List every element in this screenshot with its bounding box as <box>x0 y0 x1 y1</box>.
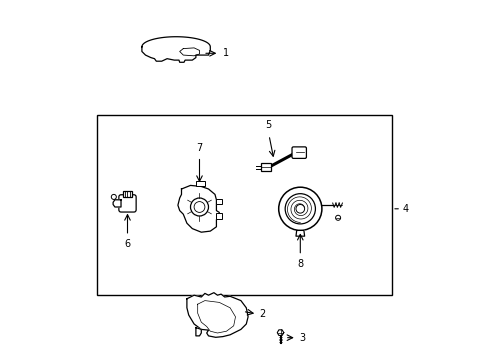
Polygon shape <box>178 185 219 232</box>
Circle shape <box>278 187 321 230</box>
FancyBboxPatch shape <box>291 147 306 158</box>
Polygon shape <box>295 230 304 236</box>
Bar <box>261 163 270 171</box>
Polygon shape <box>196 328 201 336</box>
Polygon shape <box>277 330 283 336</box>
Circle shape <box>335 215 340 220</box>
Text: 8: 8 <box>297 259 303 269</box>
Text: 4: 4 <box>401 204 407 214</box>
Polygon shape <box>142 37 210 62</box>
Polygon shape <box>186 293 247 337</box>
Text: 3: 3 <box>299 333 305 343</box>
FancyBboxPatch shape <box>119 195 136 212</box>
Circle shape <box>194 202 204 212</box>
Polygon shape <box>113 200 121 207</box>
Text: 2: 2 <box>259 309 265 319</box>
Circle shape <box>295 204 304 213</box>
Text: 1: 1 <box>223 48 228 58</box>
Circle shape <box>190 198 208 216</box>
Bar <box>196 181 204 186</box>
Bar <box>216 199 222 204</box>
Bar <box>97 115 391 295</box>
Text: 5: 5 <box>264 120 270 130</box>
Bar <box>123 191 132 197</box>
Text: 7: 7 <box>196 143 202 153</box>
Bar <box>216 213 222 219</box>
Circle shape <box>285 194 315 224</box>
Text: 6: 6 <box>124 239 130 249</box>
